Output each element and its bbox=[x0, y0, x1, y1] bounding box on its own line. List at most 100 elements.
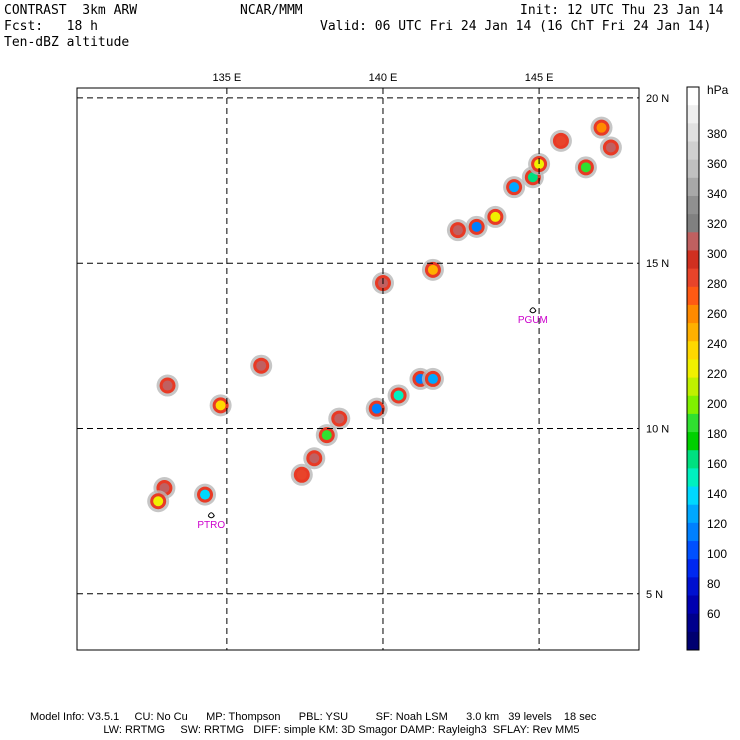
colorbar-swatch bbox=[687, 123, 699, 142]
colorbar: hPa 380 360 340 320 300 280 260 240 220 200 180 160 1… bbox=[686, 83, 729, 651]
colorbar-tick-label: 380 bbox=[707, 127, 727, 141]
colorbar-swatch bbox=[687, 195, 699, 215]
echo-core bbox=[309, 453, 320, 464]
axis-labels: 135 E 140 E 145 E 20 N 15 N 10 N 5 N bbox=[212, 72, 669, 601]
graticule bbox=[77, 88, 639, 650]
colorbar-swatch bbox=[687, 613, 699, 633]
lat-tick-label: 5 N bbox=[646, 589, 663, 601]
colorbar-swatch bbox=[687, 141, 699, 161]
station-label: PGUM bbox=[518, 315, 548, 326]
colorbar-tick-label: 140 bbox=[707, 487, 727, 501]
colorbar-tick-label: 60 bbox=[707, 607, 721, 621]
echo-core bbox=[596, 122, 607, 133]
colorbar-swatch bbox=[687, 341, 699, 360]
echo-core bbox=[334, 413, 345, 424]
echo-core bbox=[393, 390, 404, 401]
echo-core bbox=[427, 264, 438, 275]
colorbar-swatch bbox=[687, 468, 699, 488]
colorbar-tick-label: 340 bbox=[707, 187, 727, 201]
echo-core bbox=[159, 483, 170, 494]
lat-tick-label: 20 N bbox=[646, 93, 669, 105]
colorbar-frame bbox=[686, 86, 700, 651]
lat-tick-label: 15 N bbox=[646, 258, 669, 270]
echo-core bbox=[471, 221, 482, 232]
colorbar-swatch bbox=[687, 87, 699, 106]
colorbar-tick-label: 260 bbox=[707, 307, 727, 321]
echo-core bbox=[256, 360, 267, 371]
colorbar-swatch bbox=[687, 541, 699, 560]
model-title: CONTRAST 3km ARW bbox=[4, 3, 138, 18]
center-name: NCAR/MMM bbox=[240, 3, 303, 18]
colorbar-swatch bbox=[687, 504, 699, 524]
colorbar-tick-label: 160 bbox=[707, 457, 727, 471]
colorbar-swatch bbox=[687, 413, 699, 433]
lat-tick-label: 10 N bbox=[646, 424, 669, 436]
colorbar-tick-label: 80 bbox=[707, 577, 721, 591]
colorbar-swatch bbox=[687, 214, 699, 233]
island-outline bbox=[207, 512, 215, 519]
echo-core bbox=[580, 162, 591, 173]
echo-core bbox=[321, 430, 332, 441]
colorbar-tick-label: 100 bbox=[707, 547, 727, 561]
forecast-hour: Fcst: 18 h bbox=[4, 19, 98, 34]
echo-layer bbox=[147, 116, 622, 513]
colorbar-swatch bbox=[687, 595, 699, 615]
echo-core bbox=[153, 496, 164, 507]
colorbar-swatch bbox=[687, 631, 699, 651]
echo-core bbox=[490, 211, 501, 222]
lon-tick-label: 140 E bbox=[369, 72, 398, 84]
island-outline bbox=[529, 307, 537, 314]
colorbar-swatch bbox=[687, 395, 699, 415]
model-info-line1: Model Info: V3.5.1 CU: No Cu MP: Thompso… bbox=[30, 711, 597, 723]
colorbar-tick-label: 240 bbox=[707, 337, 727, 351]
echo-core bbox=[215, 400, 226, 411]
echo-core bbox=[427, 373, 438, 384]
colorbar-tick-label: 120 bbox=[707, 517, 727, 531]
echo-core bbox=[371, 403, 382, 414]
colorbar-tick-label: 320 bbox=[707, 217, 727, 231]
echo-core bbox=[605, 142, 616, 153]
colorbar-swatch bbox=[687, 559, 699, 578]
colorbar-tick-label: 220 bbox=[707, 367, 727, 381]
colorbar-tick-label: 280 bbox=[707, 277, 727, 291]
lon-tick-label: 135 E bbox=[212, 72, 241, 84]
colorbar-swatch bbox=[687, 450, 699, 469]
colorbar-swatch bbox=[687, 522, 699, 542]
colorbar-swatch bbox=[687, 432, 699, 451]
colorbar-unit: hPa bbox=[707, 83, 729, 97]
colorbar-tick-label: 300 bbox=[707, 247, 727, 261]
colorbar-swatch bbox=[687, 486, 699, 506]
colorbar-swatch bbox=[687, 377, 699, 397]
colorbar-swatch bbox=[687, 105, 699, 124]
echo-core bbox=[296, 469, 307, 480]
colorbar-swatch bbox=[687, 577, 699, 597]
colorbar-swatch bbox=[687, 159, 699, 179]
echo-core bbox=[509, 182, 520, 193]
colorbar-swatch bbox=[687, 323, 699, 342]
valid-time: Valid: 06 UTC Fri 24 Jan 14 (16 ChT Fri … bbox=[320, 19, 712, 34]
stations: PGUM PTRO bbox=[197, 307, 548, 531]
colorbar-tick-label: 180 bbox=[707, 427, 727, 441]
colorbar-swatch bbox=[687, 286, 699, 306]
colorbar-tick-label: 360 bbox=[707, 157, 727, 171]
echo-core bbox=[200, 489, 211, 500]
station-label: PTRO bbox=[197, 520, 225, 531]
colorbar-tick-label: 200 bbox=[707, 397, 727, 411]
colorbar-swatch bbox=[687, 232, 699, 251]
map-frame bbox=[76, 87, 640, 651]
colorbar-swatch bbox=[687, 359, 699, 379]
colorbar-swatch bbox=[687, 177, 699, 197]
model-info-line2: LW: RRTMG SW: RRTMG DIFF: simple KM: 3D … bbox=[30, 724, 580, 736]
lon-tick-label: 145 E bbox=[525, 72, 554, 84]
echo-core bbox=[555, 135, 566, 146]
colorbar-swatch bbox=[687, 304, 699, 324]
echo-core bbox=[527, 172, 538, 183]
colorbar-swatch bbox=[687, 268, 699, 288]
echo-core bbox=[452, 225, 463, 236]
echo-core bbox=[162, 380, 173, 391]
field-name: Ten-dBZ altitude bbox=[4, 35, 130, 50]
colorbar-swatch bbox=[687, 250, 699, 270]
echo-core bbox=[534, 159, 545, 170]
init-time: Init: 12 UTC Thu 23 Jan 14 bbox=[520, 3, 724, 18]
